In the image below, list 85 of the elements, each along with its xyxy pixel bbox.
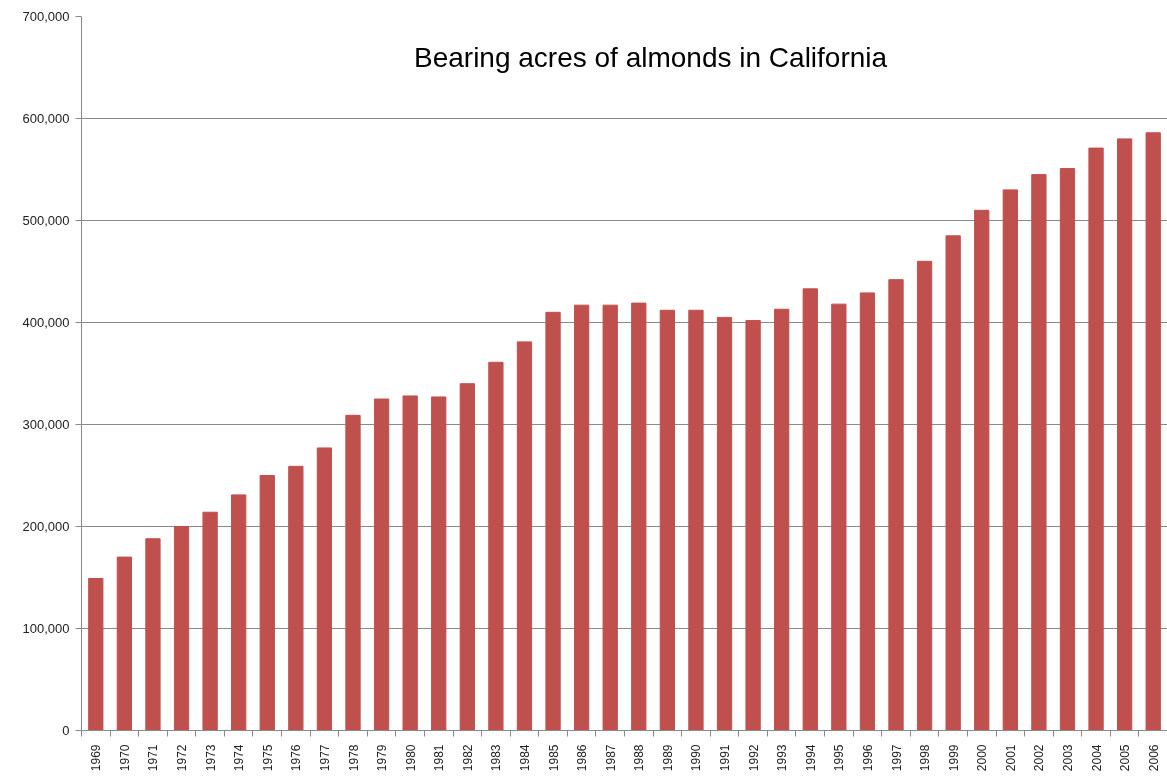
bar bbox=[688, 309, 704, 731]
x-tick-label: 1983 bbox=[489, 744, 504, 772]
bar bbox=[459, 383, 475, 731]
x-tick-label: 1982 bbox=[460, 744, 475, 772]
bar bbox=[1059, 167, 1076, 731]
y-tick-label: 400,000 bbox=[22, 315, 70, 330]
x-tick-label: 1994 bbox=[803, 744, 818, 772]
x-tick-label: 2004 bbox=[1089, 744, 1104, 772]
x-tick-label: 1980 bbox=[403, 744, 418, 772]
y-tick-label: 200,000 bbox=[22, 519, 70, 534]
bar bbox=[545, 311, 561, 731]
x-tick-label: 1976 bbox=[289, 744, 304, 772]
x-tick-label: 1992 bbox=[746, 744, 761, 772]
bar bbox=[116, 556, 133, 731]
x-tick-label: 1969 bbox=[89, 744, 104, 772]
x-tick-label: 2002 bbox=[1032, 744, 1047, 772]
y-tick-label: 300,000 bbox=[22, 417, 70, 432]
bar bbox=[974, 209, 990, 731]
bar bbox=[573, 304, 590, 731]
bar bbox=[1116, 138, 1133, 731]
x-tick-label: 1971 bbox=[146, 744, 161, 772]
bar bbox=[1031, 174, 1047, 731]
x-tick-label: 1996 bbox=[860, 744, 875, 772]
y-tick-label: 0 bbox=[62, 723, 70, 738]
bar bbox=[316, 447, 333, 731]
x-tick-label: 1989 bbox=[660, 744, 675, 772]
bar bbox=[859, 292, 876, 731]
x-tick-label: 1979 bbox=[375, 744, 390, 772]
x-tick-label: 1970 bbox=[117, 744, 132, 772]
x-tick-label: 1973 bbox=[203, 744, 218, 772]
x-tick-label: 1987 bbox=[603, 744, 618, 772]
bar bbox=[916, 260, 933, 731]
x-tick-label: 2006 bbox=[1146, 744, 1161, 772]
bar bbox=[88, 578, 104, 731]
bar bbox=[488, 361, 504, 731]
x-tick-label: 1997 bbox=[889, 744, 904, 772]
x-tick-label: 1998 bbox=[918, 744, 933, 772]
x-tick-label: 1977 bbox=[317, 744, 332, 772]
x-tick-label: 1995 bbox=[832, 744, 847, 772]
x-tick-label: 2001 bbox=[1003, 744, 1018, 772]
y-tick-label: 700,000 bbox=[22, 9, 70, 24]
bar bbox=[1002, 189, 1018, 731]
bar bbox=[373, 398, 390, 731]
bar bbox=[631, 302, 647, 731]
text: Bearing acres of almonds in California bbox=[414, 42, 888, 73]
x-tick-label: 1988 bbox=[632, 744, 647, 772]
x-tick-label: 1985 bbox=[546, 744, 561, 772]
x-tick-label: 2003 bbox=[1060, 744, 1075, 772]
y-tick-label: 600,000 bbox=[22, 111, 70, 126]
x-tick-label: 1986 bbox=[575, 744, 590, 772]
bar bbox=[774, 308, 790, 731]
x-tick-label: 1999 bbox=[946, 744, 961, 772]
bar bbox=[431, 396, 447, 731]
bar bbox=[945, 235, 961, 731]
bar bbox=[745, 319, 761, 731]
bar bbox=[1088, 147, 1104, 731]
bar bbox=[516, 341, 533, 731]
bar bbox=[259, 475, 275, 731]
x-tick-label: 2005 bbox=[1118, 744, 1133, 772]
x-tick-label: 1993 bbox=[775, 744, 790, 772]
x-tick-label: 1978 bbox=[346, 744, 361, 772]
x-tick-label: 1981 bbox=[432, 744, 447, 772]
bar bbox=[831, 303, 847, 731]
bar bbox=[145, 538, 161, 731]
y-tick-label: 500,000 bbox=[22, 213, 70, 228]
bar bbox=[602, 304, 618, 731]
bar bbox=[716, 316, 733, 731]
x-tick-label: 1990 bbox=[689, 744, 704, 772]
x-tick-label: 1984 bbox=[517, 744, 532, 772]
x-tick-label: 1991 bbox=[718, 744, 733, 772]
bar bbox=[288, 465, 304, 731]
bar bbox=[173, 526, 190, 731]
y-tick-label: 100,000 bbox=[22, 621, 70, 636]
x-tick-label: 1974 bbox=[232, 744, 247, 772]
bar bbox=[402, 395, 418, 731]
bar bbox=[345, 414, 361, 731]
bar bbox=[659, 309, 676, 731]
x-tick-label: 1975 bbox=[260, 744, 275, 772]
bar bbox=[231, 494, 247, 731]
bar bbox=[1145, 132, 1161, 731]
bar bbox=[888, 279, 904, 731]
x-tick-label: 2000 bbox=[975, 744, 990, 772]
bar bbox=[802, 288, 818, 731]
bar bbox=[202, 511, 218, 731]
x-tick-label: 1972 bbox=[175, 744, 190, 772]
